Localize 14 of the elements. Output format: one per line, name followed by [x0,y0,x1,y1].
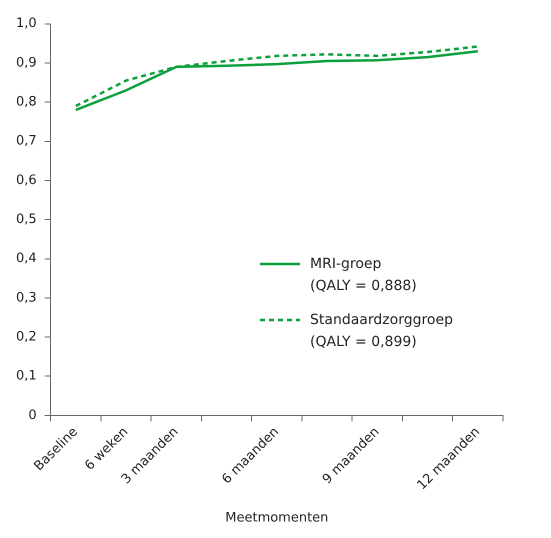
y-tick-label: 0,5 [16,212,37,227]
x-axis-title: Meetmomenten [225,510,328,526]
y-tick-label: 1,0 [16,16,37,32]
legend-label: MRI-groep (QALY = 0,888) [310,255,417,296]
y-tick-label: 0,6 [16,172,37,188]
y-tick-label: 0,7 [16,134,37,149]
y-tick-label: 0,1 [16,368,37,384]
y-tick-label: 0,9 [16,55,37,70]
legend-label: Standaardzorggroep (QALY = 0,899) [310,311,453,352]
y-tick-label: 0,4 [16,251,37,266]
y-tick-label: 0,2 [16,329,37,344]
y-tick-label: 0,8 [16,94,37,110]
y-tick-label: 0,3 [16,290,37,306]
y-tick-label: 0 [28,408,37,423]
